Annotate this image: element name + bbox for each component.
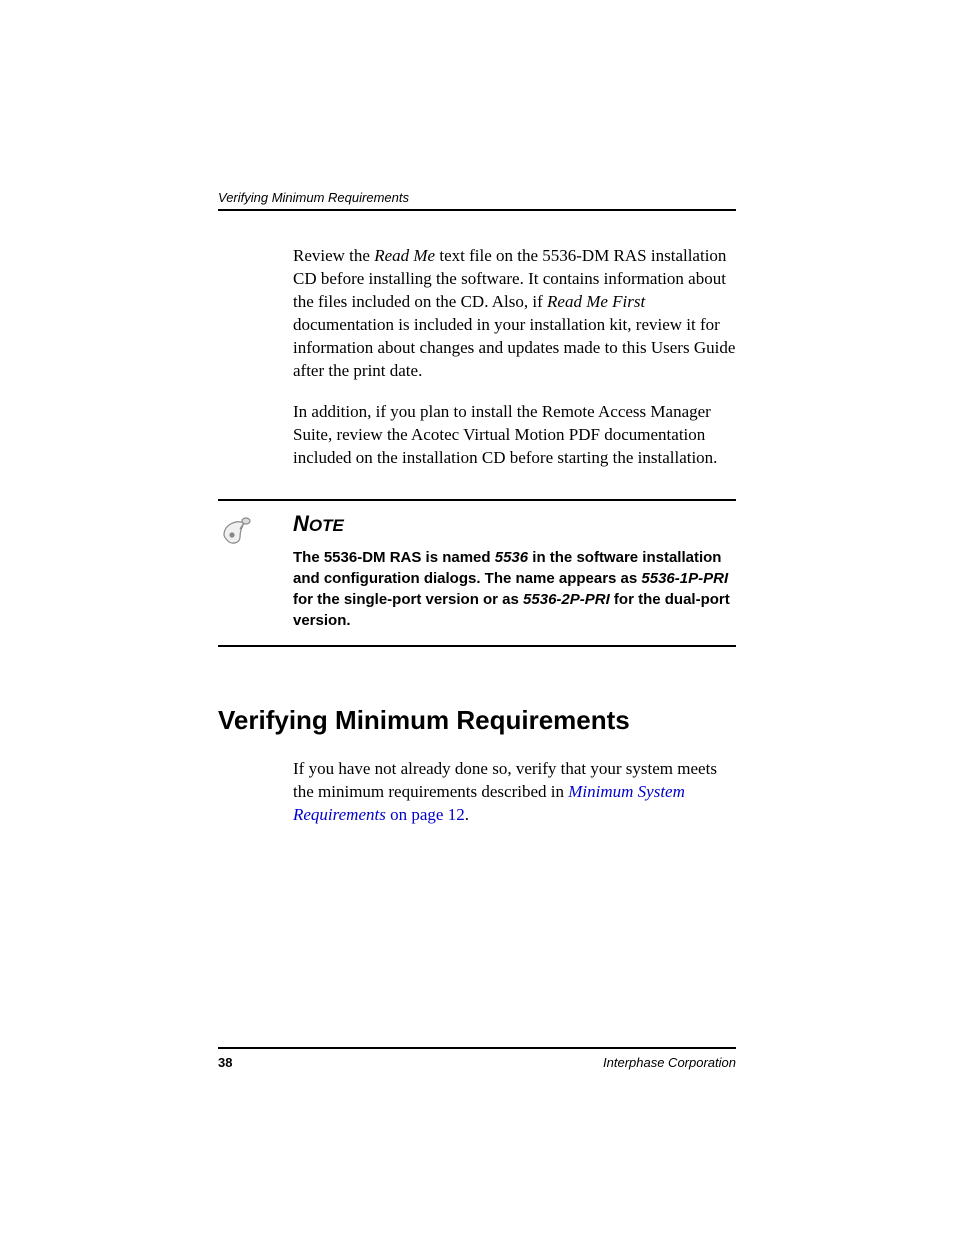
footer-rule <box>218 1047 736 1049</box>
note-block: NOTE The 5536-DM RAS is named 5536 in th… <box>218 499 736 647</box>
model-5536: 5536 <box>495 549 528 566</box>
note-icon <box>218 511 260 553</box>
section-paragraph: If you have not already done so, verify … <box>293 758 736 827</box>
text: The 5536-DM RAS is named <box>293 549 495 566</box>
note-heading-initial: N <box>293 511 309 536</box>
link-text-plain: on page 12 <box>386 805 465 824</box>
page-number: 38 <box>218 1055 232 1070</box>
model-5536-1p-pri: 5536-1P-PRI <box>641 570 728 587</box>
section-heading: Verifying Minimum Requirements <box>218 705 736 736</box>
note-heading-rest: OTE <box>309 516 344 535</box>
paragraph-1: Review the Read Me text file on the 5536… <box>293 245 736 383</box>
header-rule <box>218 209 736 211</box>
note-body: The 5536-DM RAS is named 5536 in the sof… <box>293 547 736 631</box>
footer-corporation: Interphase Corporation <box>603 1055 736 1070</box>
note-bottom-rule <box>218 645 736 647</box>
document-page: Verifying Minimum Requirements Review th… <box>0 0 954 1235</box>
text: documentation is included in your instal… <box>293 315 735 380</box>
page-footer: 38 Interphase Corporation <box>218 1047 736 1070</box>
text: Review the <box>293 246 374 265</box>
running-header: Verifying Minimum Requirements <box>218 190 736 205</box>
read-me-term: Read Me <box>374 246 435 265</box>
note-content: NOTE The 5536-DM RAS is named 5536 in th… <box>293 511 736 631</box>
text: . <box>465 805 469 824</box>
model-5536-2p-pri: 5536-2P-PRI <box>523 591 610 608</box>
paragraph-2: In addition, if you plan to install the … <box>293 401 736 470</box>
read-me-first-term: Read Me First <box>547 292 645 311</box>
section-body: If you have not already done so, verify … <box>293 758 736 827</box>
text: for the single-port version or as <box>293 591 523 608</box>
note-heading: NOTE <box>293 511 736 537</box>
note-icon-cell <box>218 511 293 558</box>
body-column: Review the Read Me text file on the 5536… <box>293 245 736 469</box>
